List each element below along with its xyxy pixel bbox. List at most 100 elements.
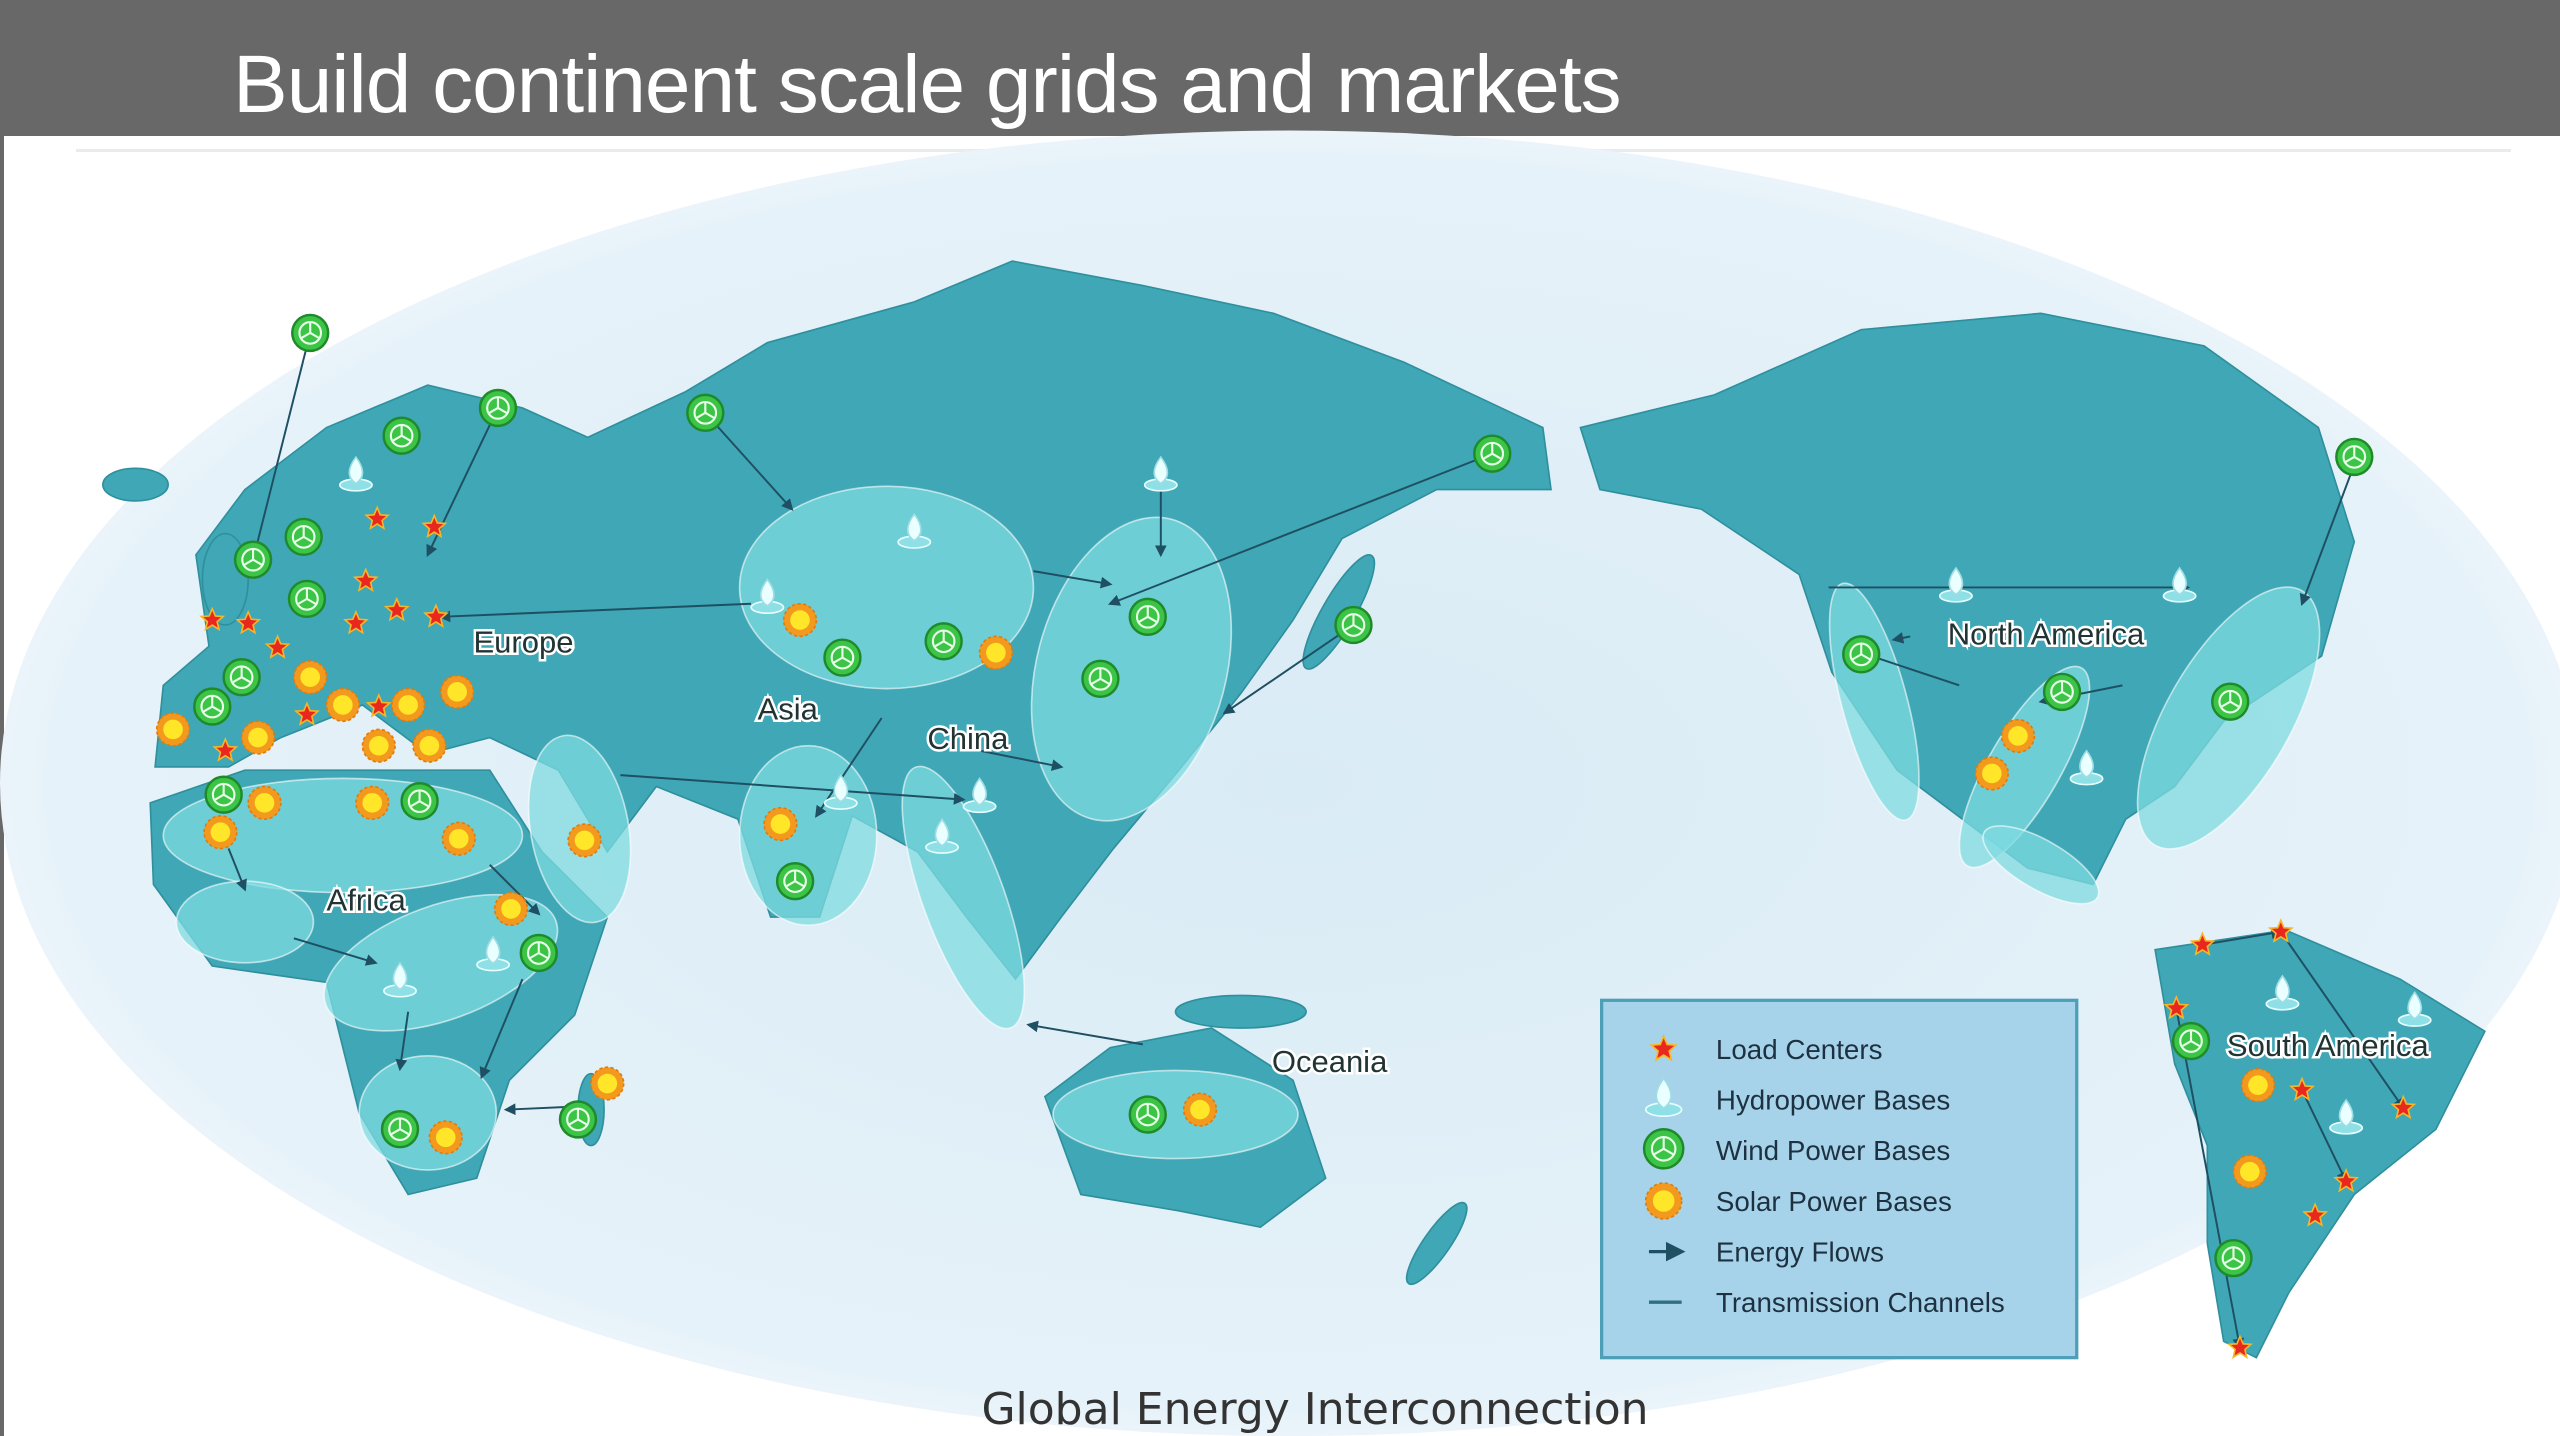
wind-turbine-icon (400, 782, 439, 821)
star-icon (364, 505, 391, 530)
new-zealand-landmass (1405, 1201, 1468, 1286)
wind-turbine-icon (1128, 597, 1167, 637)
energy-flow-arrow (249, 332, 312, 562)
energy-flow-arrow (293, 937, 378, 966)
sun-icon (412, 728, 447, 763)
water-drop-icon (897, 512, 932, 549)
energy-base-region (1052, 1069, 1299, 1160)
sun-icon (1974, 756, 2009, 791)
legend-label-transmission: Transmission Channels (1716, 1287, 2005, 1318)
slide-title: Build continent scale grids and markets (233, 39, 1622, 130)
energy-base-region (175, 880, 315, 964)
star-icon (383, 596, 410, 622)
energy-flow-arrow (395, 1011, 410, 1072)
wind-turbine-icon (823, 638, 862, 677)
wind-turbine-icon (924, 622, 963, 661)
energy-flow-arrow (1026, 1020, 1144, 1046)
water-drop-icon (925, 817, 960, 854)
wind-turbine-icon (686, 393, 725, 433)
energy-base-region (738, 744, 878, 927)
wind-turbine-icon (2042, 672, 2082, 712)
legend-label-wind: Wind Power Bases (1716, 1135, 1950, 1166)
energy-flow-arrow (2280, 931, 2405, 1110)
water-drop-icon (2069, 749, 2104, 786)
region-label-china: China (927, 721, 1009, 756)
wind-turbine-icon (382, 416, 421, 455)
wind-turbine-icon (193, 687, 232, 726)
slide-header (0, 0, 2560, 136)
sun-icon (567, 823, 602, 858)
star-icon (1649, 1034, 1679, 1062)
water-drop-icon (2329, 1098, 2364, 1135)
water-drop-icon (2162, 566, 2197, 603)
star-icon (2163, 994, 2190, 1020)
water-drop-icon (962, 777, 997, 814)
water-drop-icon (750, 578, 785, 615)
star-icon (212, 737, 239, 762)
wind-turbine-icon (287, 579, 327, 619)
star-icon (2289, 1076, 2316, 1102)
wind-turbine-icon (233, 540, 273, 579)
sun-icon (247, 785, 282, 820)
region-label-south-america: South America (2227, 1028, 2429, 1063)
star-icon (421, 513, 448, 539)
sun-icon (2240, 1068, 2276, 1103)
new-guinea-landmass (1174, 994, 1307, 1029)
energy-flow-arrow (2301, 1089, 2348, 1184)
wind-turbine-icon (2335, 437, 2374, 477)
energy-flow-arrow (2299, 472, 2352, 606)
legend-label-hydropower: Hydropower Bases (1716, 1085, 1950, 1116)
star-icon (199, 606, 226, 632)
sun-icon (1182, 1092, 1218, 1127)
water-drop-icon (338, 455, 373, 492)
region-label-africa: Africa (327, 883, 407, 918)
star-icon (365, 693, 392, 718)
water-drop-icon (823, 773, 858, 810)
energy-flow-arrow (438, 602, 752, 623)
star-icon (2333, 1167, 2360, 1193)
wind-turbine-icon (1473, 434, 1512, 473)
star-icon (422, 603, 449, 628)
region-label-oceania: Oceania (1272, 1044, 1388, 1079)
energy-flow-arrow (479, 978, 524, 1080)
energy-flow-arrow (227, 848, 247, 892)
water-drop-icon (383, 961, 417, 998)
wind-turbine-icon (1128, 1095, 1167, 1134)
star-icon (2390, 1094, 2417, 1120)
energy-flow-arrow (1891, 632, 1911, 644)
energy-flow-arrow (1222, 624, 1355, 715)
energy-base-region (1982, 825, 2100, 905)
sun-icon (293, 660, 328, 695)
energy-flow-arrow (2175, 1008, 2245, 1351)
sun-icon (355, 785, 390, 820)
star-icon (2267, 918, 2294, 943)
star-icon (235, 609, 262, 635)
wind-turbine-icon (775, 862, 815, 901)
water-drop-icon (2397, 990, 2432, 1027)
map-legend: Load Centers Hydropower Bases Wind Power… (1600, 998, 2079, 1360)
wind-turbine-icon (519, 933, 558, 973)
star-icon (342, 609, 369, 635)
water-drop-icon (2265, 974, 2300, 1011)
energy-flow-arrow (979, 749, 1064, 771)
energy-flow-arrow (1108, 452, 1493, 606)
wind-turbine-icon (1081, 659, 1120, 699)
energy-base-region (901, 765, 1026, 1030)
energy-base-region (358, 1054, 498, 1171)
sun-icon (240, 720, 276, 755)
wind-turbine-icon (558, 1100, 598, 1139)
star-icon (2302, 1202, 2329, 1227)
energy-flow-arrow (704, 412, 794, 511)
wind-turbine-icon (380, 1110, 420, 1149)
wind-turbine-icon (222, 658, 261, 697)
water-drop-icon (1644, 1077, 1683, 1117)
sun-icon (428, 1120, 463, 1155)
map-caption: Global Energy Interconnection (981, 1384, 1649, 1435)
sun-icon (155, 712, 191, 747)
star-icon (264, 634, 291, 659)
water-drop-icon (1143, 455, 1178, 492)
wind-turbine-icon (2214, 1238, 2253, 1278)
wind-turbine-icon (478, 388, 518, 428)
sun-icon (782, 602, 818, 638)
